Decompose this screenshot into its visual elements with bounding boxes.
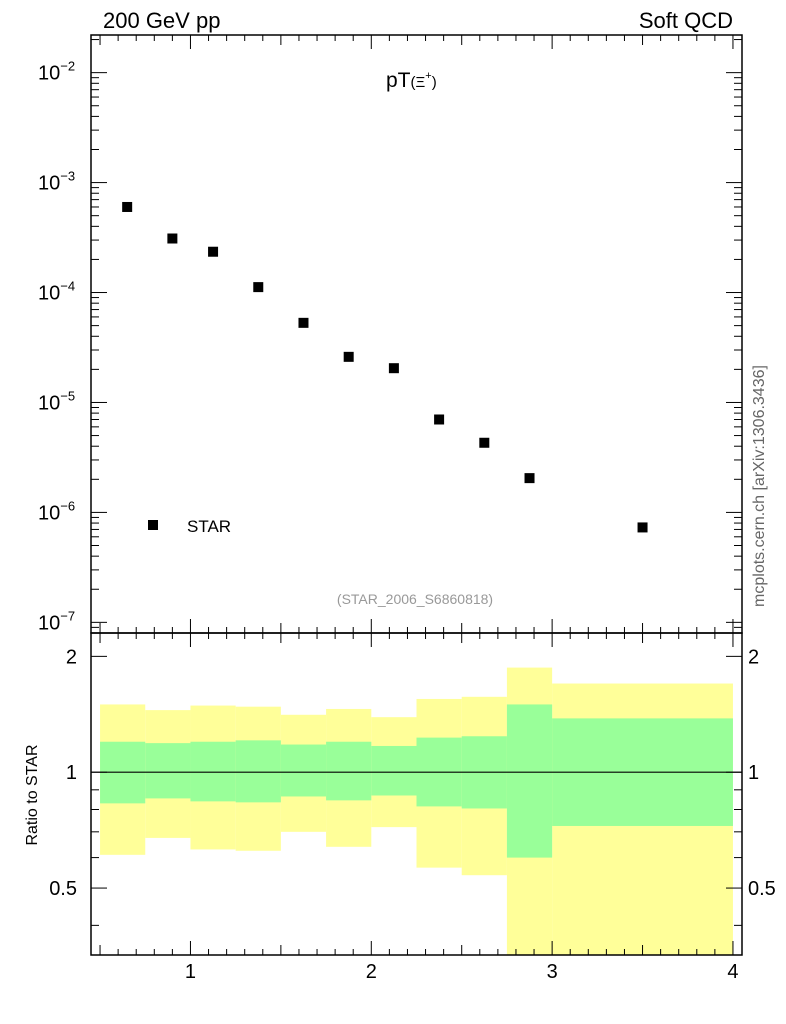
ratio-y-tick-label-left-1: 1 — [66, 762, 77, 784]
spectrum-panel: 10−210−310−410−510−610−7 pT(Ξ+) STAR (ST… — [38, 34, 743, 635]
analysis-tag: (STAR_2006_S6860818) — [337, 591, 493, 607]
header-left-label: 200 GeV pp — [103, 8, 220, 33]
y-tick-label-exponent: −5 — [60, 388, 75, 403]
y-tick-label-exponent: −6 — [60, 498, 75, 513]
y-tick-label-exponent: −7 — [60, 608, 75, 623]
ratio-y-tick-label-left-2: 2 — [66, 646, 77, 668]
spectrum-title-main: pT — [386, 69, 411, 92]
inner-band-bin-9 — [506, 704, 553, 858]
ratio-y-tick-label-right-2: 2 — [748, 646, 759, 668]
ratio-panel: 0.5 0.5 1 1 2 2 1 2 3 4 Ratio to STAR — [24, 632, 776, 983]
y-tick-label-base: 10 — [38, 392, 60, 414]
y-tick-label-exponent: −4 — [60, 279, 75, 294]
legend-marker — [148, 520, 158, 530]
ratio-y-axis-label: Ratio to STAR — [24, 744, 41, 845]
spectrum-title: pT(Ξ+) — [386, 69, 437, 92]
ratio-y-tick-label-left-0: 0.5 — [49, 878, 77, 900]
ratio-frame — [90, 632, 743, 956]
y-tick-label-1: 10−3 — [38, 169, 75, 195]
spectrum-y-tick-labels: 10−210−310−410−510−610−7 — [38, 59, 75, 635]
data-point-7 — [434, 414, 445, 425]
spectrum-markers — [122, 201, 648, 533]
ratio-axis-ticks — [91, 633, 742, 955]
ratio-y-tick-label-right-0: 0.5 — [748, 878, 776, 900]
ratio-y-tick-labels: 0.5 0.5 1 1 2 2 — [49, 646, 776, 900]
x-tick-label-2: 3 — [547, 961, 558, 983]
data-point-4 — [298, 317, 309, 328]
x-tick-label-1: 2 — [366, 961, 377, 983]
spectrum-title-charge: + — [425, 70, 431, 82]
y-tick-label-3: 10−5 — [38, 388, 75, 414]
data-point-3 — [253, 282, 264, 293]
data-point-1 — [167, 233, 178, 244]
inner-band-bin-5 — [326, 741, 372, 801]
y-tick-label-0: 10−2 — [38, 59, 75, 85]
inner-band-bin-3 — [235, 740, 281, 803]
y-tick-label-exponent: −2 — [60, 59, 75, 74]
y-tick-label-4: 10−6 — [38, 498, 75, 524]
data-point-8 — [479, 437, 490, 448]
x-tick-labels: 1 2 3 4 — [185, 961, 739, 983]
spectrum-axis-ticks — [91, 35, 742, 634]
header-right-label: Soft QCD — [639, 8, 733, 33]
y-tick-label-2: 10−4 — [38, 279, 75, 305]
data-point-5 — [343, 351, 354, 362]
y-tick-label-base: 10 — [38, 283, 60, 305]
data-point-6 — [388, 363, 399, 374]
x-tick-label-0: 1 — [185, 961, 196, 983]
y-tick-label-base: 10 — [38, 63, 60, 85]
data-point-10 — [637, 522, 648, 533]
inner-band-bin-4 — [280, 744, 327, 797]
side-credit-label: mcplots.cern.ch [arXiv:1306.3436] — [751, 365, 768, 607]
legend-label-star: STAR — [187, 517, 231, 536]
y-tick-label-base: 10 — [38, 173, 60, 195]
inner-band-bin-2 — [190, 741, 236, 802]
spectrum-title-close: ) — [432, 74, 437, 91]
spectrum-title-particle: (Ξ — [411, 74, 426, 91]
data-point-9 — [524, 473, 535, 484]
y-tick-label-exponent: −3 — [60, 169, 75, 184]
y-tick-label-base: 10 — [38, 502, 60, 524]
spectrum-frame — [90, 34, 743, 634]
inner-band-bin-6 — [371, 745, 417, 796]
y-tick-label-5: 10−7 — [38, 608, 75, 634]
inner-band-bin-1 — [145, 743, 191, 799]
y-tick-label-base: 10 — [38, 612, 60, 634]
x-tick-label-3: 4 — [727, 961, 738, 983]
data-point-0 — [122, 201, 133, 212]
data-point-2 — [208, 246, 219, 257]
ratio-y-tick-label-right-1: 1 — [748, 762, 759, 784]
